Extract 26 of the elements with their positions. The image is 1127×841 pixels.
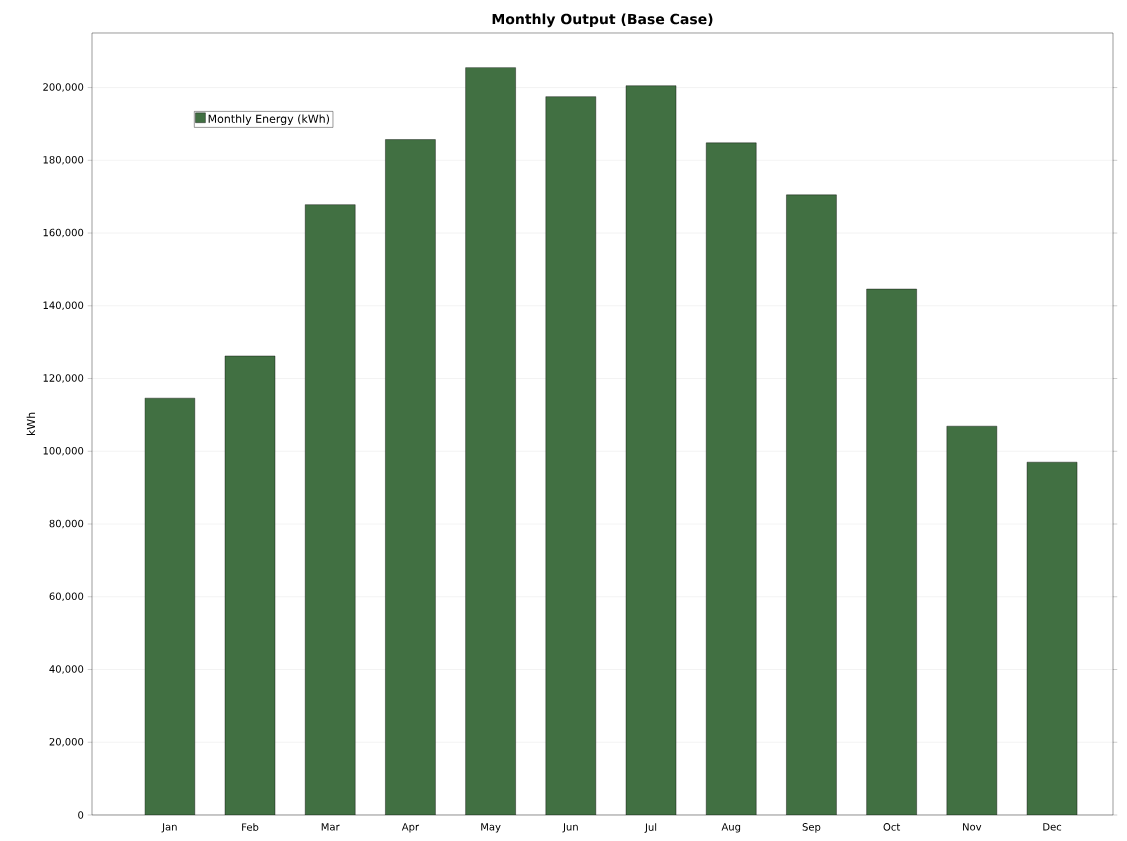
y-tick-label: 0 — [78, 811, 84, 819]
x-tick-label: Aug — [721, 823, 741, 833]
y-tick-label: 40,000 — [49, 665, 84, 674]
x-tick-label: Jan — [161, 823, 177, 833]
x-tick-label: Mar — [321, 823, 340, 831]
y-tick-label: 140,000 — [43, 301, 84, 311]
y-tick-label: 180,000 — [43, 155, 84, 165]
y-tick-label: 80,000 — [49, 519, 84, 529]
y-axis-title: kWh — [26, 412, 35, 436]
chart-title: Monthly Output (Base Case) — [492, 13, 713, 28]
y-tick-label: 60,000 — [49, 592, 84, 602]
y-tick-label: 120,000 — [43, 374, 84, 383]
y-tick-label: 160,000 — [43, 228, 84, 238]
x-tick-label: Jul — [644, 823, 657, 833]
x-tick-label: Nov — [963, 823, 982, 831]
x-tick-label: Dec — [1043, 823, 1062, 831]
y-tick-label: 20,000 — [49, 737, 84, 747]
legend-label: Monthly Energy (kWh) — [208, 114, 330, 126]
y-tick-label: 100,000 — [43, 446, 84, 456]
x-tick-label: Sep — [802, 823, 821, 833]
x-tick-label: May — [481, 823, 501, 833]
y-tick-label: 200,000 — [43, 83, 84, 92]
x-tick-label: Apr — [401, 823, 420, 833]
x-tick-label: Feb — [242, 823, 259, 831]
x-tick-label: Oct — [883, 823, 901, 831]
x-tick-label: Jun — [562, 823, 578, 833]
